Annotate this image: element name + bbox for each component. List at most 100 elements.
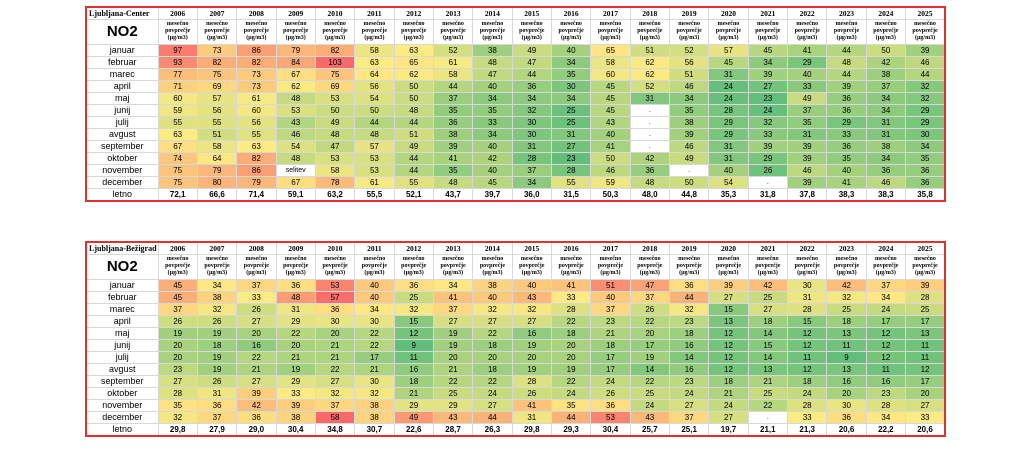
data-cell: 29 [708,115,749,129]
data-cell: 31 [196,386,238,400]
unit-line: (µg/m3) [679,35,700,41]
unit-line: mesečno [599,21,622,27]
data-cell: 24 [550,386,592,400]
unit-line: mesečno [520,21,543,27]
data-cell: 34 [865,410,907,424]
unit-line: (µg/m3) [718,270,739,276]
data-cell: 79 [196,163,238,177]
unit-line: mesečno [875,256,897,262]
data-cell: 24 [747,103,789,117]
month-label: maj [85,91,159,105]
data-cell: 77 [157,67,198,81]
annual-value: 72,1 [157,187,198,202]
data-cell: 13 [905,326,946,340]
unit-line: (µg/m3) [403,270,424,276]
month-label: julij [85,350,159,364]
data-cell: 12 [786,326,828,340]
unit-line: mesečno [560,256,582,262]
data-cell: 21 [432,362,474,376]
unit-line: (µg/m3) [639,35,660,41]
year-header: 2021 [747,241,789,255]
data-cell: 34 [511,91,552,105]
data-cell: 26 [236,302,277,316]
month-row: oktober 74 64 82 48 53 53 44 41 42 28 23 50 42 49 31 29 3… [85,151,946,165]
data-cell: 12 [393,326,434,340]
data-cell: 32 [472,302,513,316]
annual-value: 25,1 [668,422,710,437]
year-header: 2015 [511,6,552,20]
data-cell: 34 [196,278,238,292]
year-header: 2011 [354,241,395,255]
data-cell: 24 [590,374,631,388]
annual-value: 22,2 [865,422,907,437]
data-cell: 45 [157,278,198,292]
unit-line: mesečno [638,256,661,262]
data-cell: 28 [511,374,552,388]
data-cell: 18 [590,338,631,352]
data-cell: 29 [747,151,789,165]
data-cell: 27 [236,374,277,388]
data-cell: 46 [590,163,631,177]
data-cell: 27 [236,314,277,328]
annotation-cell: . [747,175,789,189]
data-cell: 35 [432,163,474,177]
data-cell: 19 [275,362,316,376]
month-label: avgust [85,127,159,141]
unit-header: mesečno povprečje (µg/m3) [236,253,277,280]
data-cell: 38 [472,278,513,292]
data-cell: 21 [393,386,434,400]
data-cell: 33 [786,410,828,424]
unit-header: mesečno povprečje (µg/m3) [550,18,592,45]
data-cell: 31 [708,139,749,153]
annual-value: 25,7 [629,422,670,437]
data-cell: 80 [196,175,238,189]
unit-line: (µg/m3) [836,270,857,276]
data-cell: 39 [786,175,828,189]
unit-line: (µg/m3) [246,35,267,41]
data-cell: 34 [865,151,907,165]
unit-line: povprečje [597,28,624,34]
data-cell: 29 [432,398,474,412]
data-cell: 20 [826,386,867,400]
data-cell: 45 [708,55,749,69]
pollutant-label: NO2 [85,18,159,45]
annual-value: 35,3 [708,187,749,202]
data-cell: 67 [275,175,316,189]
data-cell: 31 [629,91,670,105]
annual-label: letno [85,187,159,202]
unit-line: (µg/m3) [561,35,582,41]
data-cell: 33 [472,115,513,129]
data-cell: 40 [826,163,867,177]
data-cell: 42 [826,278,867,292]
data-cell: 93 [157,55,198,69]
data-cell: 56 [236,115,277,129]
data-cell: 73 [196,43,238,57]
data-cell: 47 [472,67,513,81]
data-cell: 41 [550,278,592,292]
unit-header: mesečno povprečje (µg/m3) [865,253,907,280]
annotation-cell: . [668,163,710,177]
unit-line: (µg/m3) [797,270,818,276]
data-cell: 43 [590,115,631,129]
unit-line: mesečno [835,21,858,27]
month-row: marec 37 32 26 31 36 34 32 37 32 32 28 37 26 32 15 27 28 2… [85,302,946,316]
data-cell: 22 [472,374,513,388]
unit-line: mesečno [796,256,818,262]
unit-line: (µg/m3) [875,35,896,41]
data-cell: 62 [629,67,670,81]
data-cell: 24 [629,398,670,412]
data-cell: 35 [668,103,710,117]
data-cell: 19 [196,362,238,376]
data-cell: 23 [865,386,907,400]
data-cell: 79 [275,43,316,57]
data-cell: 48 [393,103,434,117]
data-cell: 17 [354,350,395,364]
data-cell: 34 [472,127,513,141]
month-row: januar 45 34 37 36 53 40 36 34 38 40 41 51 47 36 39 42 30… [85,278,946,292]
data-cell: 48 [629,175,670,189]
unit-header: mesečno povprečje (µg/m3) [708,253,749,280]
data-cell: 35 [432,103,474,117]
data-cell: 20 [275,338,316,352]
data-cell: 32 [196,302,238,316]
month-row: junij 59 56 60 53 50 50 48 35 35 32 25 45. 35 28 24 37 36… [85,103,946,117]
